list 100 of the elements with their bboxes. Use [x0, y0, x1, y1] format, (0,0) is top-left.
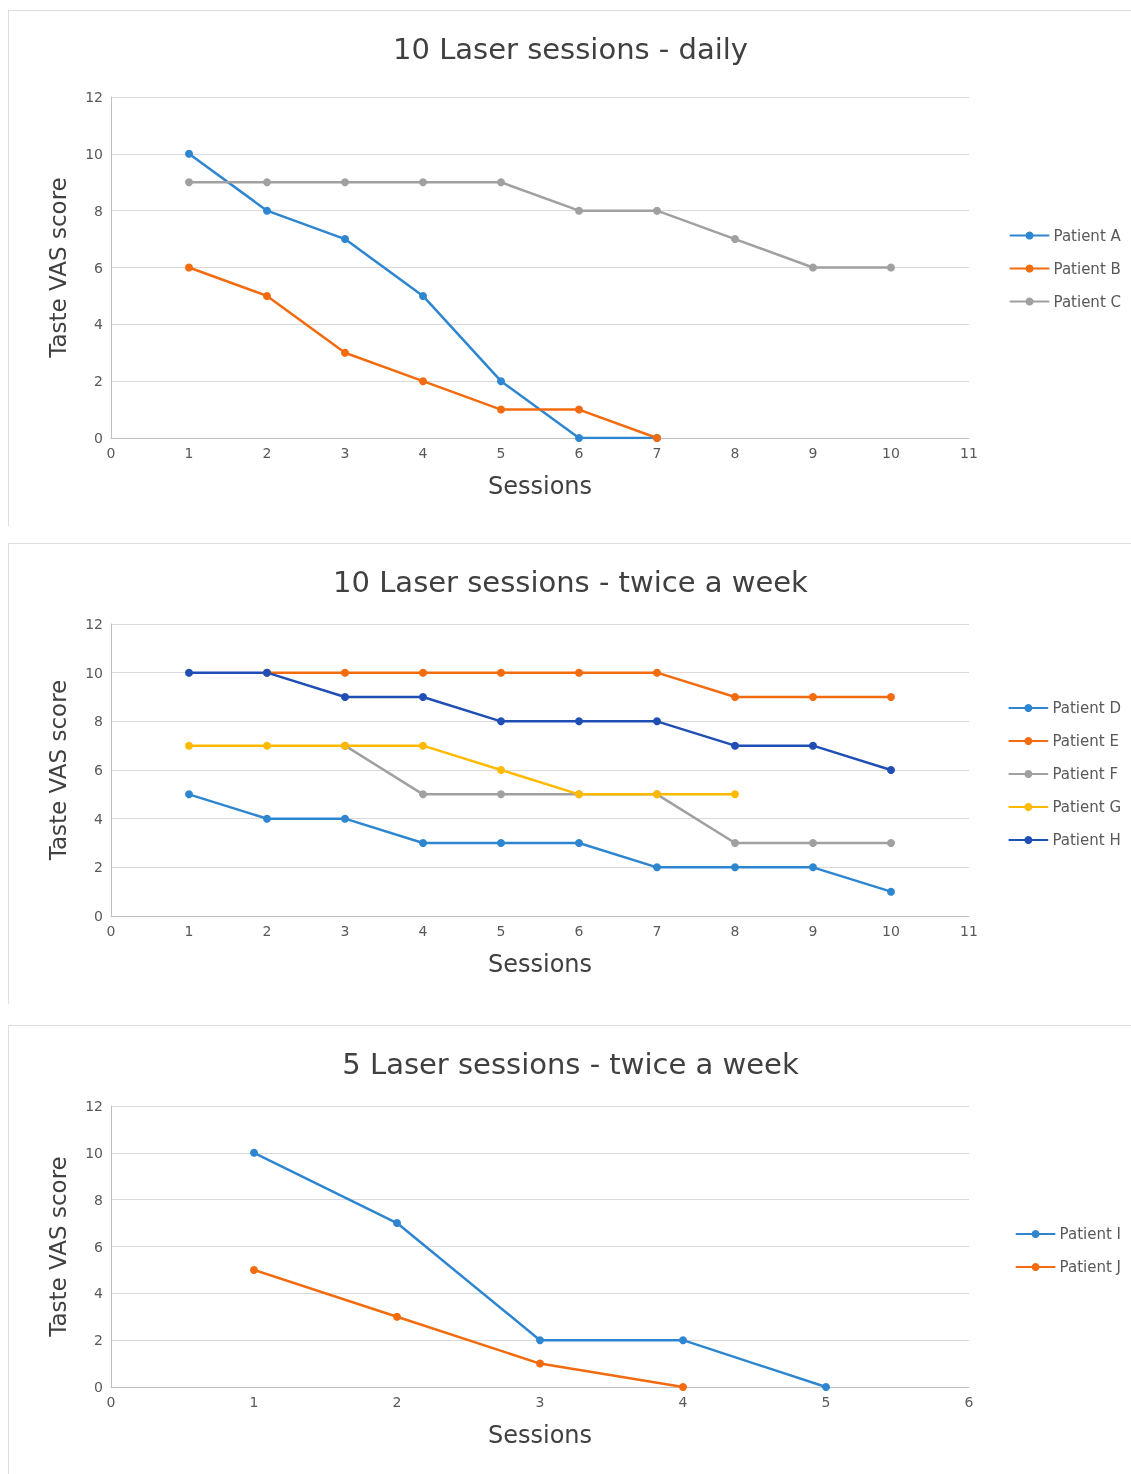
point — [185, 668, 193, 677]
point — [419, 178, 427, 187]
x-tick-label: 0 — [106, 1394, 116, 1410]
y-tick-label: 12 — [85, 616, 103, 632]
x-tick-label: 1 — [184, 923, 194, 939]
chart-title: 10 Laser sessions - twice a week — [333, 564, 809, 599]
point — [887, 766, 895, 774]
x-tick-label: 10 — [882, 923, 900, 939]
x-tick-label: 1 — [184, 445, 194, 461]
point — [341, 178, 349, 187]
chart-title: 10 Laser sessions - daily — [393, 31, 748, 66]
y-tick-label: 4 — [94, 810, 104, 827]
point — [497, 790, 505, 799]
y-tick-label: 2 — [94, 859, 103, 876]
point — [185, 790, 193, 799]
point — [536, 1359, 544, 1368]
point — [497, 377, 505, 386]
x-tick-label: 2 — [262, 445, 272, 461]
point — [731, 235, 739, 244]
point — [250, 1265, 258, 1274]
point — [809, 693, 817, 701]
y-tick-label: 2 — [94, 373, 103, 390]
x-axis-title: Sessions — [487, 950, 593, 978]
y-tick-label: 8 — [94, 1191, 103, 1208]
y-tick-label: 6 — [94, 762, 104, 778]
x-tick-label: 9 — [808, 923, 818, 939]
x-tick-label: 2 — [392, 1394, 402, 1410]
y-tick-label: 4 — [94, 1285, 104, 1302]
point — [653, 668, 661, 677]
point — [419, 668, 427, 677]
point — [419, 741, 427, 750]
y-tick-label: 2 — [94, 1332, 103, 1349]
point — [653, 863, 661, 872]
x-tick-label: 8 — [730, 445, 740, 461]
y-tick-label: 10 — [85, 1144, 103, 1161]
point — [575, 668, 583, 677]
y-tick-label: 8 — [94, 202, 103, 219]
point — [341, 668, 349, 677]
point — [887, 839, 895, 847]
x-tick-label: 5 — [496, 445, 506, 461]
point — [497, 178, 505, 187]
point — [887, 263, 895, 272]
point — [393, 1312, 401, 1321]
x-tick-label: 3 — [535, 1394, 545, 1410]
point — [341, 814, 349, 823]
point — [250, 1148, 258, 1157]
point — [575, 717, 583, 726]
legend-label: Patient C — [1053, 292, 1122, 311]
legend-label: Patient H — [1052, 831, 1121, 849]
point — [653, 206, 661, 215]
x-tick-label: 6 — [964, 1394, 974, 1410]
point — [809, 863, 817, 872]
y-tick-label: 8 — [94, 713, 103, 730]
point — [419, 790, 427, 799]
legend-label: Patient A — [1053, 226, 1122, 245]
x-tick-label: 8 — [730, 923, 740, 939]
point — [185, 178, 193, 187]
y-tick-label: 10 — [85, 664, 103, 681]
x-tick-label: 11 — [960, 445, 978, 461]
x-tick-label: 5 — [496, 923, 506, 939]
point — [341, 348, 349, 357]
point — [263, 741, 271, 750]
point — [887, 887, 895, 896]
x-tick-label: 0 — [106, 445, 116, 461]
point — [185, 149, 193, 158]
legend-label: Patient F — [1052, 765, 1118, 783]
y-tick-label: 0 — [94, 430, 103, 446]
point — [653, 717, 661, 726]
point — [393, 1219, 401, 1228]
y-tick-label: 12 — [85, 89, 103, 105]
chart-title: 5 Laser sessions - twice a week — [342, 1046, 799, 1081]
x-tick-label: 5 — [821, 1394, 831, 1410]
x-tick-label: 2 — [262, 923, 272, 939]
x-tick-label: 7 — [652, 923, 662, 939]
x-axis-title: Sessions — [487, 1421, 593, 1449]
y-tick-label: 6 — [94, 1238, 104, 1255]
legend-label: Patient J — [1059, 1258, 1121, 1276]
x-axis-title: Sessions — [487, 472, 593, 500]
legend-label: Patient I — [1059, 1225, 1121, 1243]
x-tick-label: 4 — [418, 445, 428, 461]
point — [341, 235, 349, 244]
point — [419, 377, 427, 386]
point — [419, 693, 427, 701]
point — [731, 741, 739, 750]
point — [822, 1383, 830, 1391]
x-tick-label: 7 — [652, 445, 662, 461]
y-tick-label: 6 — [94, 259, 104, 276]
point — [575, 839, 583, 847]
x-tick-label: 10 — [882, 445, 900, 461]
point — [575, 434, 583, 442]
legend-label: Patient D — [1052, 699, 1121, 717]
x-tick-label: 0 — [106, 923, 116, 939]
point — [497, 405, 505, 414]
point — [263, 178, 271, 187]
x-tick-label: 1 — [249, 1394, 259, 1410]
y-axis-title: Taste VAS score — [44, 1156, 71, 1338]
point — [341, 693, 349, 701]
point — [731, 863, 739, 872]
point — [731, 839, 739, 847]
x-tick-label: 4 — [418, 923, 428, 939]
